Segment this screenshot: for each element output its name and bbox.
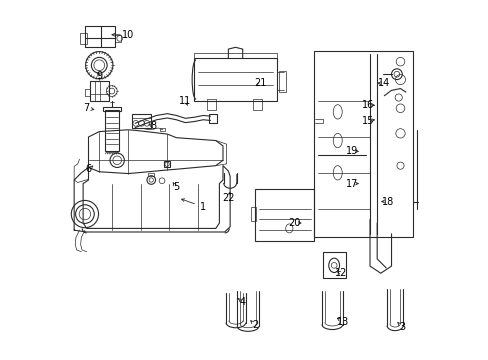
Text: 7: 7 <box>83 103 90 113</box>
Text: 16: 16 <box>361 100 374 110</box>
Text: 6: 6 <box>85 164 91 174</box>
Bar <box>322 252 346 278</box>
Text: 20: 20 <box>288 218 300 228</box>
Bar <box>80 33 86 44</box>
Text: 3: 3 <box>398 322 405 332</box>
Bar <box>131 114 151 128</box>
Text: 21: 21 <box>254 78 266 88</box>
Bar <box>163 161 170 167</box>
Text: 15: 15 <box>361 116 374 126</box>
Text: 10: 10 <box>122 30 134 40</box>
Text: 11: 11 <box>179 96 191 106</box>
Text: 4: 4 <box>239 297 245 307</box>
Text: 2: 2 <box>252 320 258 330</box>
Text: 12: 12 <box>334 268 347 278</box>
Bar <box>160 128 164 131</box>
Bar <box>206 99 215 110</box>
Bar <box>314 51 412 237</box>
Text: 17: 17 <box>345 179 358 189</box>
Bar <box>194 58 276 101</box>
Bar <box>250 207 256 221</box>
Text: 8: 8 <box>150 121 156 131</box>
Bar <box>148 173 154 176</box>
Text: 18: 18 <box>381 197 393 207</box>
Text: 22: 22 <box>222 193 234 203</box>
Text: 13: 13 <box>336 317 348 327</box>
Bar <box>89 81 109 101</box>
Text: 1: 1 <box>200 202 206 212</box>
Text: 5: 5 <box>173 182 179 192</box>
Text: 9: 9 <box>96 71 102 81</box>
Bar <box>208 114 216 123</box>
Bar <box>255 189 314 241</box>
Bar <box>104 110 119 151</box>
Bar <box>102 107 121 111</box>
Bar <box>115 35 121 42</box>
Text: 19: 19 <box>345 146 358 156</box>
Bar <box>278 71 285 92</box>
Bar <box>253 99 262 110</box>
Bar <box>85 26 115 47</box>
Text: 14: 14 <box>377 78 390 88</box>
